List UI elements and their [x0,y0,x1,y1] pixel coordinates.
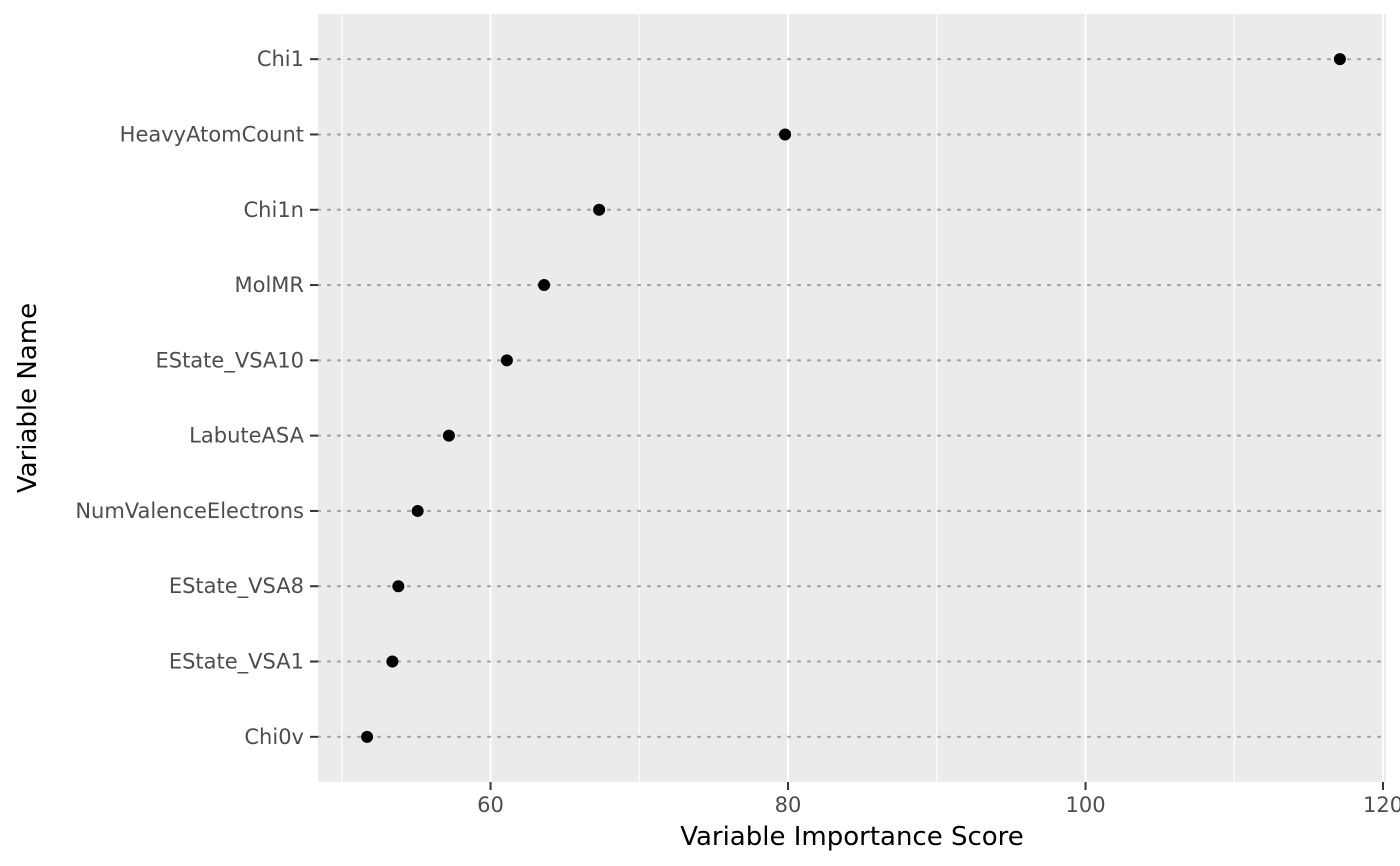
y-axis: Chi1 HeavyAtomCount Chi1n MolMR EState_VSA10… [75,47,318,749]
y-tick-label-3: Chi1n [244,198,304,222]
data-point-7 [411,504,424,517]
data-point-2 [779,128,792,141]
x-axis-title: Variable Importance Score [680,822,1024,852]
y-tick-label-8: EState_VSA8 [169,574,304,599]
grid-lines [341,14,1385,782]
y-tick-label-2: HeavyAtomCount [120,122,304,146]
data-point-6 [442,429,455,442]
y-tick-label-6: LabuteASA [189,424,304,448]
y-axis-title: Variable Name [13,303,43,493]
data-point-8 [392,580,405,593]
data-point-4 [538,279,551,292]
x-axis: 60 80 100 120 [477,782,1400,817]
y-tick-label-10: Chi0v [244,725,304,749]
y-tick-label-9: EState_VSA1 [169,650,304,675]
y-tick-label-7: NumValenceElectrons [75,499,304,523]
data-points [361,53,1346,743]
y-tick-label-1: Chi1 [257,47,304,71]
data-point-5 [500,354,513,367]
x-tick-label-100: 100 [1065,793,1105,817]
data-point-10 [361,730,374,743]
plot-panel [318,14,1386,782]
x-tick-label-80: 80 [775,793,802,817]
x-tick-label-120: 120 [1363,793,1400,817]
y-tick-label-5: EState_VSA10 [155,348,304,373]
row-guides [316,58,1388,738]
x-tick-label-60: 60 [477,793,504,817]
data-point-9 [386,655,399,668]
y-tick-label-4: MolMR [234,273,304,297]
data-point-3 [593,203,606,216]
data-point-1 [1333,53,1346,66]
